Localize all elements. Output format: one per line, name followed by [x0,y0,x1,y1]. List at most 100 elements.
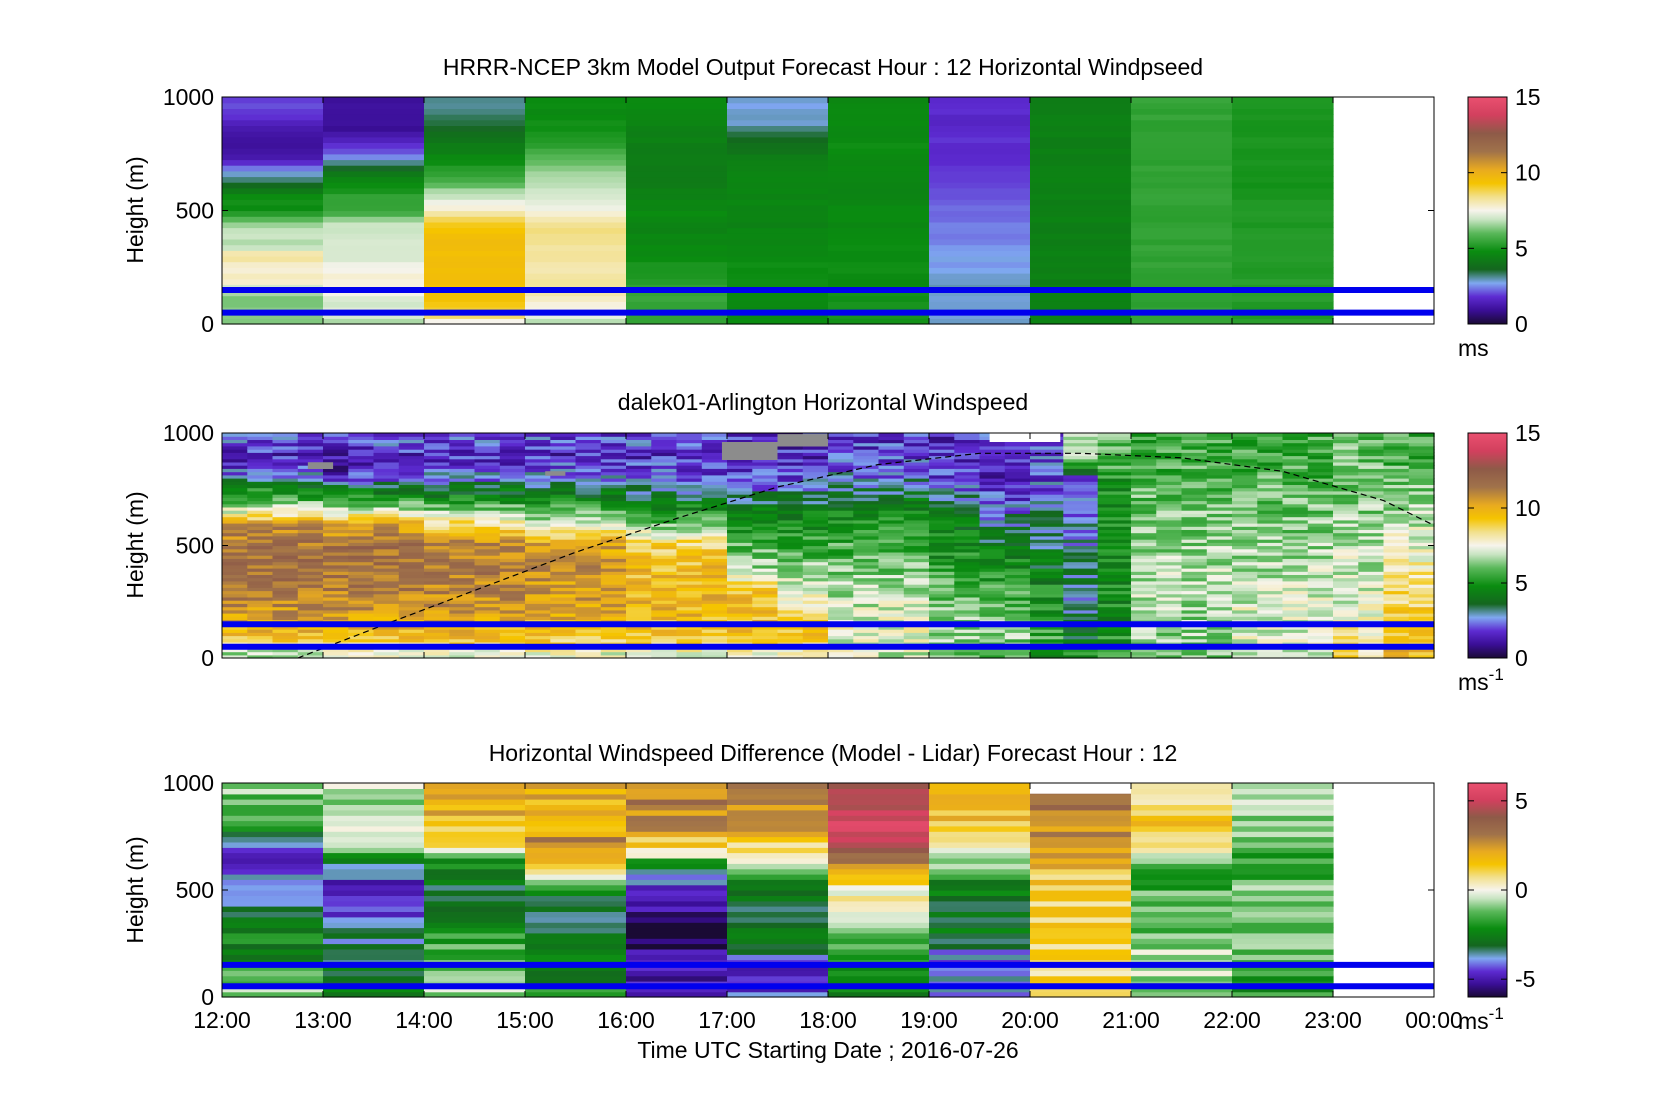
heatmap-cell [398,584,425,588]
heatmap-cell [525,478,551,482]
heatmap-cell [701,526,728,530]
heatmap-cell [575,487,602,492]
heatmap-cell [323,532,349,537]
heatmap-cell [222,204,324,212]
heatmap-cell [878,535,905,540]
heatmap-cell [777,500,804,505]
heatmap-cell [777,564,804,569]
heatmap-cell [1408,577,1435,582]
heatmap-cell [525,506,551,511]
heatmap-cell [802,484,829,489]
heatmap-cell [1030,580,1064,585]
heatmap-cell [929,954,1031,961]
heatmap-cell [1257,638,1284,643]
heatmap-cell [373,490,400,495]
heatmap-cell [777,638,804,643]
heatmap-cell [1282,503,1309,508]
heatmap-cell [802,609,829,614]
heatmap-cell [651,494,678,498]
heatmap-cell [525,216,627,223]
panel-lidar-ylabel: Height (m) [122,491,148,598]
heatmap-cell [1131,295,1233,302]
heatmap-cell [1131,182,1233,189]
heatmap-cell [1156,526,1183,530]
heatmap-cell [1408,481,1435,485]
heatmap-cell [1030,114,1132,121]
heatmap-cell [626,503,652,508]
heatmap-cell [600,474,627,479]
heatmap-cell [247,584,274,588]
heatmap-cell [323,312,425,319]
heatmap-cell [626,506,652,511]
heatmap-cell [1156,606,1183,611]
heatmap-cell [1232,820,1334,827]
heatmap-cell [1063,616,1099,620]
heatmap-cell [1206,564,1233,569]
heatmap-cell [853,478,880,482]
heatmap-cell [929,216,1031,223]
heatmap-cell [1383,542,1410,547]
heatmap-cell [1206,529,1233,534]
heatmap-cell [1030,548,1064,553]
heatmap-cell [954,449,981,453]
heatmap-cell [853,455,880,460]
heatmap-cell [1408,542,1435,547]
heatmap-cell [272,439,299,444]
heatmap-cell [1232,587,1258,592]
heatmap-cell [1333,523,1359,527]
heatmap-cell [525,108,627,115]
heatmap-cell [1383,465,1410,469]
heatmap-cell [424,632,450,637]
heatmap-cell [449,545,476,550]
heatmap-cell [727,439,753,444]
heatmap-cell [550,568,577,572]
heatmap-cell [373,497,400,502]
heatmap-cell [1383,571,1410,575]
heatmap-cell [424,545,450,550]
heatmap-cell [1156,568,1183,572]
heatmap-cell [1206,519,1233,524]
heatmap-cell [222,954,324,961]
heatmap-cell [449,596,476,601]
heatmap-cell [1030,874,1132,880]
heatmap-cell [600,654,627,659]
heatmap-cell [727,108,829,115]
heatmap-cell [247,574,274,579]
heatmap-cell [929,916,1031,923]
heatmap-cell [828,648,854,653]
heatmap-cell [1063,516,1099,521]
heatmap-cell [929,312,1031,319]
heatmap-cell [1408,584,1435,588]
heatmap-cell [474,539,501,543]
heatmap-cell [348,638,375,643]
heatmap-cell [222,458,248,463]
heatmap-cell [1358,465,1385,469]
heatmap-cell [323,301,425,308]
heatmap-cell [752,558,779,563]
heatmap-cell [449,487,476,492]
heatmap-cell [373,616,400,620]
heatmap-cell [525,500,551,505]
heatmap-cell [727,159,829,166]
heatmap-cell [878,445,905,450]
heatmap-cell [525,199,627,206]
heatmap-cell [752,574,779,579]
heatmap-cell [1358,500,1385,505]
heatmap-cell [626,788,728,795]
heatmap-cell [424,433,450,437]
heatmap-cell [828,506,854,511]
heatmap-cell [701,500,728,505]
heatmap-cell [828,532,854,537]
heatmap-cell [499,613,526,617]
heatmap-cell [1307,461,1334,466]
heatmap-cell [1333,535,1359,540]
heatmap-cell [1232,148,1334,155]
heatmap-cell [1206,551,1233,556]
heatmap-cell [1383,568,1410,572]
heatmap-cell [575,503,602,508]
heatmap-cell [1232,289,1334,297]
heatmap-cell [1358,613,1385,617]
heatmap-cell [727,938,829,945]
heatmap-cell [600,635,627,640]
heatmap-cell [1181,545,1208,550]
